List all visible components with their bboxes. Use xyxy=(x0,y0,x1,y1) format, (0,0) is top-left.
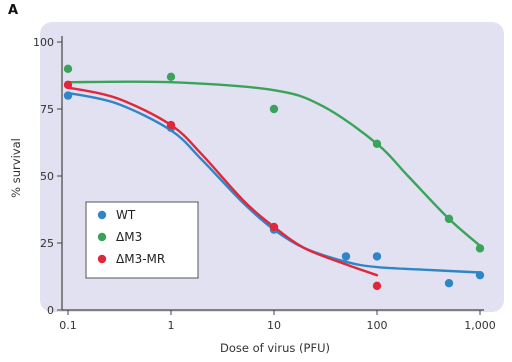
legend-label: ΔM3-MR xyxy=(116,252,165,266)
legend-marker xyxy=(97,232,107,242)
data-point xyxy=(166,72,176,82)
x-tick-label: 10 xyxy=(267,319,281,332)
x-tick-label: 100 xyxy=(367,319,388,332)
data-point xyxy=(444,214,454,224)
data-point xyxy=(166,120,176,130)
y-tick-label: 25 xyxy=(40,237,54,250)
x-axis-title: Dose of virus (PFU) xyxy=(220,341,330,355)
y-axis-title: % survival xyxy=(9,138,23,198)
fit-curve xyxy=(66,86,379,277)
data-point xyxy=(444,279,454,288)
axes: 0.1 1 10 100 1,000 0 25 50 75 100 xyxy=(33,36,496,332)
y-tick-label: 75 xyxy=(40,103,54,116)
y-tick-label: 0 xyxy=(47,304,54,317)
data-point xyxy=(63,64,73,74)
legend-marker xyxy=(97,210,107,220)
legend-label: ΔM3 xyxy=(116,230,142,244)
x-tick-label: 0.1 xyxy=(59,319,77,332)
y-tick-label: 100 xyxy=(33,36,54,49)
data-point xyxy=(63,80,73,90)
series-dm3-mr xyxy=(63,80,382,291)
data-point xyxy=(372,139,382,149)
data-point xyxy=(372,281,382,291)
panel-label: A xyxy=(8,3,18,18)
y-tick-label: 50 xyxy=(40,170,54,183)
legend-marker xyxy=(97,254,107,264)
legend-label: WT xyxy=(116,208,136,222)
x-tick-label: 1,000 xyxy=(464,319,496,332)
series-layer xyxy=(63,64,485,291)
fit-curve xyxy=(66,80,482,247)
data-point xyxy=(63,91,73,100)
data-point xyxy=(475,270,485,280)
x-tick-label: 1 xyxy=(168,319,175,332)
data-point xyxy=(372,252,382,261)
legend: WT ΔM3 ΔM3-MR xyxy=(85,201,199,279)
data-point xyxy=(341,252,351,261)
data-point xyxy=(269,222,279,232)
data-point xyxy=(475,244,485,253)
series-dm3 xyxy=(63,64,485,253)
data-point xyxy=(269,104,279,114)
